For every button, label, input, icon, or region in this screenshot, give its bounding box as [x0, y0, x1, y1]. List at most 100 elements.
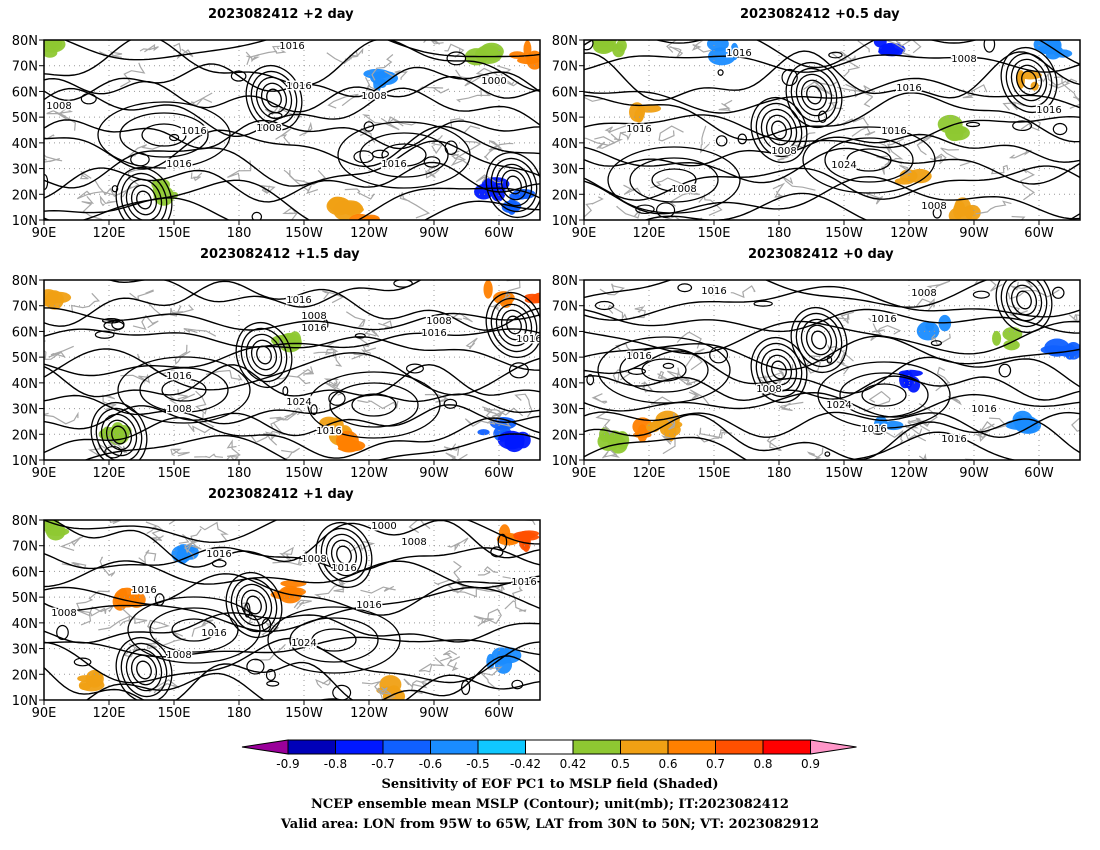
contour-label: 1016	[941, 434, 966, 445]
low-pressure-contour	[136, 190, 152, 210]
panel-plus1p5-day: 2023082412 +1.5 day 1016 1016 1016 1016 1016…	[0, 240, 545, 480]
coastline	[260, 184, 276, 195]
isobar-contour	[824, 451, 831, 457]
coastline	[1038, 72, 1067, 86]
coastline	[916, 134, 935, 156]
coastline	[77, 607, 107, 617]
isobar-contour	[584, 40, 1080, 69]
low-pressure-contour	[250, 339, 278, 371]
low-pressure-contour	[765, 354, 793, 386]
lat-label: 60N	[552, 325, 578, 340]
coastline	[1071, 417, 1080, 432]
isobar-contour	[44, 179, 540, 220]
coastline	[99, 195, 118, 207]
coastline	[104, 438, 128, 454]
coastline	[281, 447, 300, 460]
isobar-contour	[111, 185, 119, 193]
lon-label: 180	[767, 226, 792, 240]
high-pressure-contour	[381, 143, 427, 167]
coastline	[195, 390, 208, 415]
isobar-contour	[104, 445, 123, 459]
lat-label: 20N	[12, 188, 38, 203]
lon-label: 90W	[959, 226, 989, 240]
coastline	[1008, 149, 1032, 159]
isobar-contour	[363, 121, 375, 132]
coastline	[361, 680, 396, 700]
coastline	[1068, 314, 1080, 323]
low-pressure-contour	[500, 169, 528, 201]
coastline	[650, 177, 690, 189]
coastline	[851, 126, 876, 137]
isobar-contour	[584, 133, 1080, 167]
isobar-contour	[83, 433, 540, 460]
coastline	[169, 305, 184, 317]
contour-label: 1016	[286, 295, 311, 306]
shaded-sensitivity-area	[79, 682, 91, 691]
map-panel: 1016 1016 1016 1016 1016 1016 1008 1008 1008 1008…	[12, 514, 541, 720]
low-pressure-contour	[95, 407, 143, 460]
isobar-contour	[44, 612, 540, 644]
coastline	[446, 656, 461, 672]
isobar-contour	[246, 658, 265, 675]
lon-label: 90E	[32, 466, 57, 480]
lat-label: 80N	[12, 274, 38, 289]
low-pressure-contour	[760, 108, 798, 152]
shaded-sensitivity-area	[881, 43, 895, 54]
low-pressure-contour	[315, 521, 373, 589]
caption-line-2: NCEP ensemble mean MSLP (Contour); unit(…	[311, 797, 789, 812]
lat-label: 30N	[12, 403, 38, 418]
coastline	[344, 50, 359, 61]
coastline	[836, 86, 873, 108]
isobar-contour	[584, 350, 1080, 394]
low-pressure-contour	[330, 539, 358, 571]
high-pressure-contour	[597, 336, 731, 404]
isobar-contour	[266, 680, 280, 687]
coastline	[430, 135, 443, 155]
coastline	[488, 140, 504, 153]
contour-label: 1008	[671, 184, 696, 195]
isobar-contour	[460, 680, 471, 696]
contour-label: 1016	[301, 323, 326, 334]
isobar-contour	[584, 175, 1080, 220]
lon-label: 120E	[92, 466, 125, 480]
shaded-sensitivity-area	[1045, 49, 1061, 60]
coastline	[1009, 305, 1028, 317]
contour-label: 1016	[316, 426, 341, 437]
coastline	[623, 184, 643, 197]
contour-label: 1008	[911, 288, 936, 299]
low-pressure-contour	[266, 88, 282, 108]
low-pressure-contour	[760, 348, 798, 392]
coastline	[360, 585, 396, 594]
high-pressure-contour	[861, 383, 907, 407]
coastline	[44, 340, 60, 361]
coastline	[275, 128, 291, 146]
contour-label: 1016	[871, 314, 896, 325]
isobar-contour	[44, 328, 540, 349]
low-pressure-contour	[256, 345, 272, 365]
coastline	[812, 78, 838, 87]
shaded-sensitivity-area	[44, 289, 59, 307]
isobar-contour	[265, 668, 276, 681]
panel-plus0-day: 2023082412 +0 day 1016 1016 1016 1016 1016 10…	[545, 240, 1100, 480]
isobar-contour	[44, 363, 540, 398]
coastline	[184, 528, 202, 554]
shaded-sensitivity-area	[907, 168, 932, 184]
low-pressure-contour	[225, 571, 283, 639]
map-frame	[43, 279, 541, 461]
high-pressure-contour	[139, 367, 229, 413]
coastline	[46, 110, 76, 131]
coastline	[923, 280, 951, 298]
isobar-contour	[154, 593, 165, 606]
coastline	[44, 411, 79, 425]
isobar-contour	[717, 69, 724, 76]
colorbar-tick-label: -0.5	[466, 757, 489, 771]
coastline	[132, 314, 159, 331]
coastline	[121, 607, 148, 625]
isobar-contour	[737, 133, 748, 145]
isobar-contour	[101, 318, 121, 324]
low-pressure-contour	[800, 79, 828, 111]
low-pressure-contour	[100, 413, 138, 457]
low-pressure-contour	[1010, 58, 1048, 102]
coastline	[59, 536, 84, 551]
coastline	[246, 50, 278, 65]
